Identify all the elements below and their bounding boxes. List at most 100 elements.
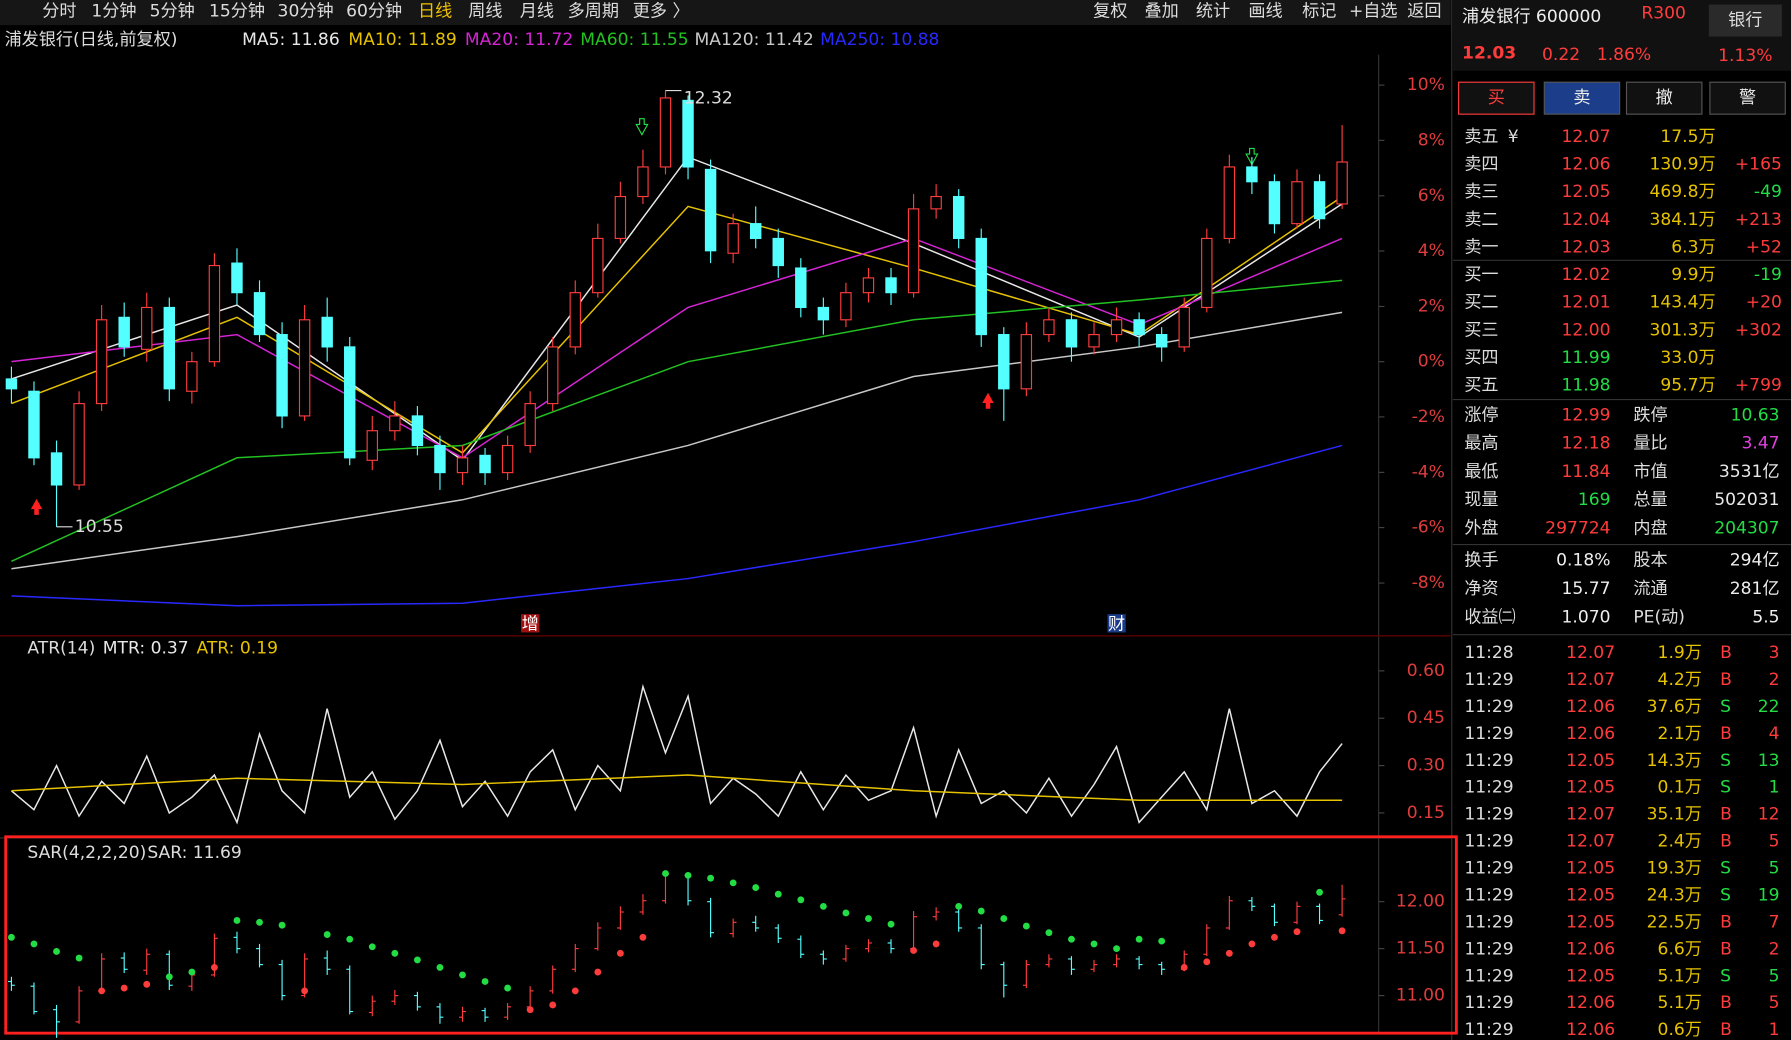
- trade-button[interactable]: [1709, 81, 1786, 115]
- sar-dot: [1045, 929, 1053, 937]
- trade-time: 11:29: [1464, 778, 1513, 798]
- book-volume: 130.9万: [1650, 155, 1716, 175]
- trade-volume: 2.4万: [1658, 832, 1702, 852]
- trade-side: B: [1720, 993, 1732, 1013]
- currency: ¥: [1508, 127, 1519, 147]
- sar-dot: [233, 917, 241, 924]
- trade-price: 12.07: [1566, 643, 1615, 663]
- trade-time: 11:29: [1464, 805, 1513, 825]
- y-tick-label: 10%: [1407, 75, 1445, 95]
- fund-label: 收益㈡: [1464, 608, 1515, 628]
- ma-line: [11, 444, 1343, 607]
- trade-price: 12.06: [1566, 724, 1615, 744]
- sar-dot: [1180, 963, 1188, 971]
- tool-button[interactable]: 统计: [1196, 1, 1230, 21]
- trade-button-label[interactable]: 买: [1488, 88, 1505, 108]
- sar-dot: [594, 968, 602, 976]
- sar-dot: [1090, 940, 1098, 948]
- fund-label: PE(动): [1633, 608, 1685, 628]
- period-tab[interactable]: 周线: [468, 1, 502, 21]
- period-tab[interactable]: 1分钟: [91, 1, 136, 21]
- period-tab[interactable]: 60分钟: [346, 1, 402, 21]
- trade-price: 12.05: [1566, 778, 1615, 798]
- tool-button[interactable]: 画线: [1248, 1, 1282, 21]
- sar-dot: [53, 948, 60, 955]
- tool-button[interactable]: +自选: [1349, 1, 1398, 21]
- price-change-pct: 1.86%: [1597, 45, 1651, 65]
- trade-side: S: [1720, 778, 1731, 798]
- sar-dot: [120, 984, 128, 992]
- book-label: 卖三: [1464, 182, 1498, 202]
- period-tab[interactable]: 月线: [520, 1, 554, 21]
- trade-side: B: [1720, 939, 1732, 959]
- trade-side: S: [1720, 751, 1731, 771]
- trade-price: 12.05: [1566, 912, 1615, 932]
- candle-body: [569, 292, 581, 348]
- candle-body: [1223, 166, 1236, 240]
- period-tab[interactable]: 分时: [42, 1, 76, 21]
- y-tick-label: 11.00: [1396, 986, 1445, 1006]
- legend-entry: ATR: 0.19: [196, 638, 278, 658]
- trade-price: 12.07: [1566, 805, 1615, 825]
- sar-dot: [323, 931, 331, 938]
- sar-dot: [301, 987, 309, 995]
- y-tick-label: 11.50: [1396, 939, 1445, 959]
- panel-title: ATR(14): [27, 638, 95, 658]
- trade-count: 5: [1769, 832, 1780, 852]
- tool-button[interactable]: 返回: [1407, 1, 1441, 21]
- trade-button[interactable]: [1543, 81, 1621, 115]
- book-label: 卖四: [1464, 155, 1498, 175]
- period-tab[interactable]: 5分钟: [150, 1, 195, 21]
- candle-body: [1020, 334, 1033, 390]
- trade-button-label[interactable]: 撤: [1656, 88, 1673, 108]
- period-tab[interactable]: 日线: [418, 1, 452, 21]
- trade-count: 3: [1769, 643, 1780, 663]
- book-delta: -49: [1754, 182, 1782, 202]
- trade-count: 22: [1758, 697, 1780, 717]
- trade-count: 7: [1769, 912, 1780, 932]
- period-tab[interactable]: 30分钟: [278, 1, 334, 21]
- trade-button[interactable]: [1625, 81, 1703, 115]
- trade-button-label[interactable]: 警: [1739, 88, 1756, 108]
- book-price: 12.00: [1562, 320, 1611, 340]
- period-tab[interactable]: 多周期: [568, 1, 619, 21]
- candle-body: [862, 277, 875, 294]
- chart-title: 浦发银行(日线,前复权): [5, 30, 178, 50]
- trade-volume: 1.9万: [1658, 643, 1702, 663]
- stat-label: 市值: [1633, 462, 1667, 482]
- sector-change: 1.13%: [1718, 46, 1772, 66]
- period-tab[interactable]: 15分钟: [209, 1, 265, 21]
- buy-arrow: [30, 498, 43, 515]
- stat-label: 外盘: [1464, 518, 1498, 538]
- tool-button[interactable]: 标记: [1302, 1, 1336, 21]
- candle-body: [321, 316, 333, 348]
- trade-button[interactable]: [1458, 81, 1535, 115]
- stat-value: 12.18: [1562, 434, 1611, 454]
- trade-volume: 5.1万: [1658, 966, 1702, 986]
- candle-body: [434, 444, 446, 474]
- book-price: 12.01: [1562, 293, 1611, 313]
- trade-side: S: [1720, 966, 1731, 986]
- highlight-box: [4, 835, 1458, 1035]
- stat-value: 3531亿: [1719, 462, 1780, 482]
- tool-button[interactable]: 复权: [1093, 1, 1127, 21]
- trade-button-label[interactable]: 卖: [1573, 88, 1590, 108]
- candle-body: [344, 346, 356, 459]
- y-tick-label: -8%: [1412, 573, 1445, 593]
- trade-time: 11:29: [1464, 912, 1513, 932]
- tool-button[interactable]: 叠加: [1145, 1, 1179, 21]
- candle-body: [366, 430, 378, 461]
- annotation: 10.55: [75, 517, 124, 537]
- sar-dot: [346, 935, 354, 943]
- book-price: 12.03: [1562, 238, 1611, 258]
- period-tab[interactable]: 更多 〉: [633, 1, 690, 21]
- trade-side: B: [1720, 805, 1732, 825]
- candle-body: [998, 334, 1010, 390]
- book-delta: +165: [1735, 155, 1782, 175]
- candle-body: [163, 306, 176, 390]
- trade-count: 19: [1758, 885, 1780, 905]
- trade-count: 1: [1769, 1020, 1780, 1040]
- sar-dot: [165, 973, 173, 981]
- annotation: 12.32: [684, 89, 733, 109]
